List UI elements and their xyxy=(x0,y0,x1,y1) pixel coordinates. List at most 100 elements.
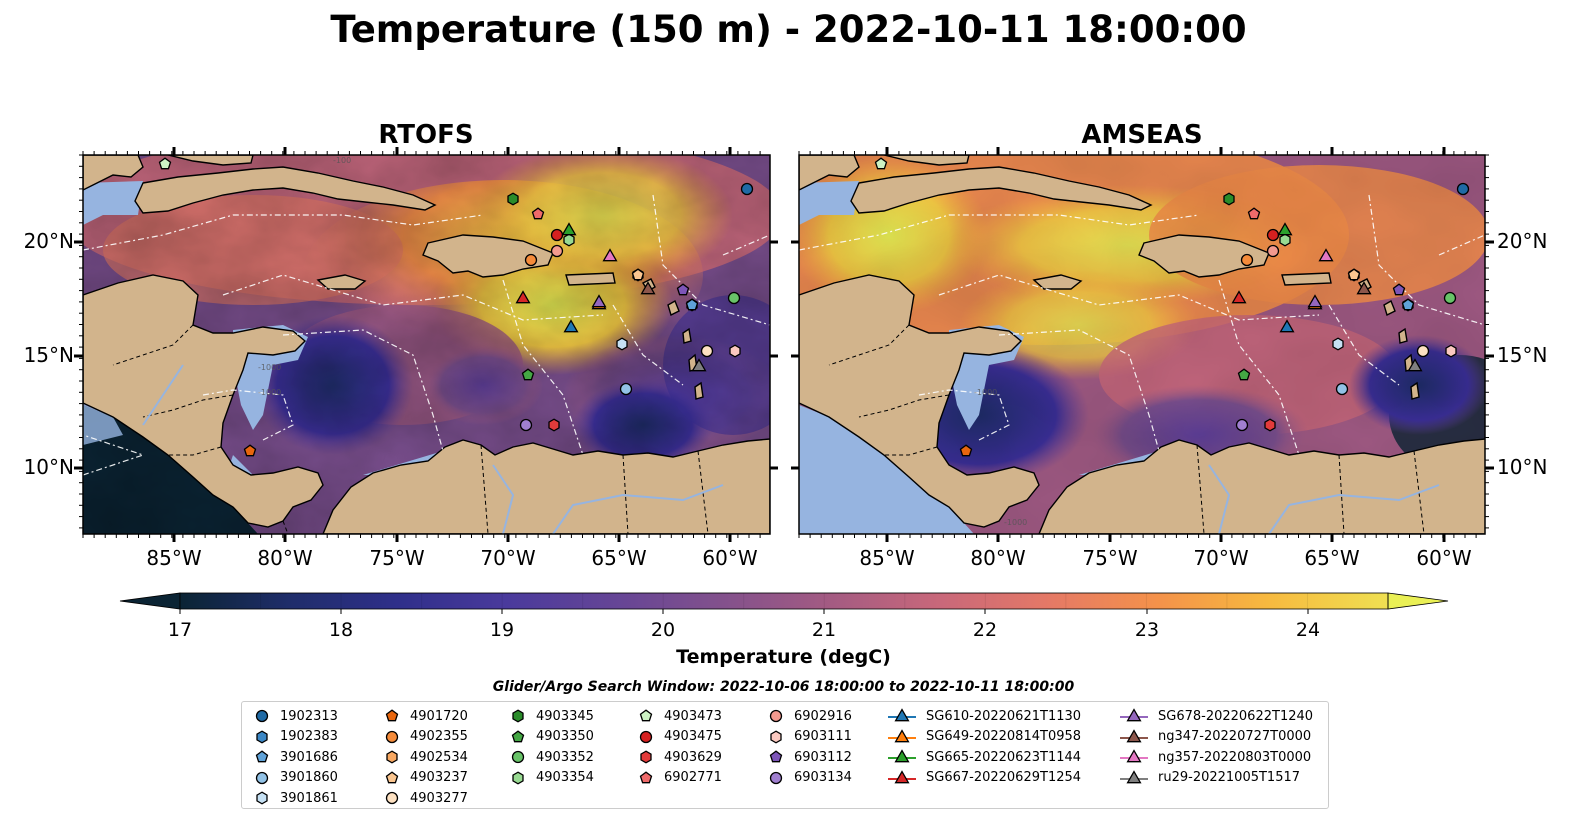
platform-marker xyxy=(524,253,538,267)
platform-marker xyxy=(531,207,545,220)
platform-marker xyxy=(591,294,607,308)
platform-marker xyxy=(727,291,741,305)
colorbar-tick-label: 19 xyxy=(489,619,515,641)
platform-marker xyxy=(1332,337,1344,351)
platform-marker xyxy=(619,382,633,396)
legend-label: 6903134 xyxy=(794,770,852,786)
legend-item: 4903473 xyxy=(638,706,722,727)
legend-label: 4902355 xyxy=(410,729,468,745)
legend-label: 1902383 xyxy=(280,729,338,745)
platform-marker xyxy=(1443,291,1457,305)
lon-tick-label: 85°W xyxy=(146,546,202,570)
legend-hexagon-icon xyxy=(512,709,524,723)
colorbar-extend-max xyxy=(1387,592,1449,610)
legend-item: 4903629 xyxy=(638,747,722,768)
legend-item: 4903475 xyxy=(638,727,722,748)
platform-marker xyxy=(1392,283,1406,296)
lat-tick-label: 15°N xyxy=(23,343,74,367)
legend-label: 4903475 xyxy=(664,729,722,745)
legend-label: 6902771 xyxy=(664,770,722,786)
legend-label: 4903354 xyxy=(536,770,594,786)
lat-tick-label: 20°N xyxy=(1497,229,1548,253)
legend-item: 1902313 xyxy=(254,706,338,727)
legend-label: ng347-20220727T0000 xyxy=(1158,729,1312,745)
legend-item: 4901720 xyxy=(384,706,468,727)
legend-label: 4903352 xyxy=(536,749,594,765)
legend-item: ng347-20220727T0000 xyxy=(1120,727,1313,748)
legend-column: 1902313 1902383 3901686 3901860 3901861 xyxy=(254,706,338,809)
platform-marker xyxy=(676,283,690,296)
colorbar-tick-label: 23 xyxy=(1134,619,1160,641)
legend-label: 4903350 xyxy=(536,729,594,745)
platform-marker xyxy=(1307,294,1323,308)
legend-hexagon-icon xyxy=(386,750,398,764)
legend-label: 6903111 xyxy=(794,729,852,745)
colorbar xyxy=(180,593,1388,609)
platform-marker xyxy=(548,418,560,432)
legend-item: 1902383 xyxy=(254,727,338,748)
legend-item: ng357-20220803T0000 xyxy=(1120,747,1313,768)
legend-label: 6903112 xyxy=(794,749,852,765)
legend-column: 4903473 4903475 4903629 6902771 xyxy=(638,706,722,788)
platform-marker xyxy=(1279,319,1295,333)
legend-label: 4903345 xyxy=(536,708,594,724)
svg-text:-1000: -1000 xyxy=(258,363,281,372)
platform-marker xyxy=(1445,344,1457,358)
legend-label: 4901720 xyxy=(410,708,468,724)
platform-marker xyxy=(1235,418,1249,432)
platform-marker xyxy=(550,244,564,258)
legend-item: SG667-20220629T1254 xyxy=(888,768,1081,789)
legend-label: SG667-20220629T1254 xyxy=(926,770,1082,786)
legend-pentagon-icon xyxy=(769,750,783,763)
lat-tick-label: 10°N xyxy=(1497,455,1548,479)
lon-tick-label: 70°W xyxy=(1193,546,1249,570)
platform-marker xyxy=(1456,182,1470,196)
legend-label: 4903237 xyxy=(410,770,468,786)
legend-hexagon-icon xyxy=(256,730,268,744)
legend-item: 6903134 xyxy=(768,768,852,789)
platform-marker xyxy=(1223,192,1235,206)
legend-line-triangle-icon xyxy=(1120,749,1148,763)
platform-marker xyxy=(616,337,628,351)
legend-item: 4903277 xyxy=(384,788,468,809)
figure-title: Temperature (150 m) - 2022-10-11 18:00:0… xyxy=(330,8,1247,51)
platform-marker xyxy=(1266,228,1280,242)
legend-item: SG665-20220623T1144 xyxy=(888,747,1081,768)
legend-label: 3901686 xyxy=(280,749,338,765)
legend-column: 4901720 4902355 4902534 4903237 4903277 xyxy=(384,706,468,809)
lat-tick-label: 10°N xyxy=(23,455,74,479)
legend-line-triangle-icon xyxy=(1120,729,1148,743)
platform-marker xyxy=(561,222,577,236)
platform-marker xyxy=(691,358,707,372)
legend-column: SG678-20220622T1240 ng347-20220727T0000 ng… xyxy=(1120,706,1313,788)
platform-marker xyxy=(1401,298,1415,311)
colorbar-tick-label: 17 xyxy=(167,619,193,641)
platform-marker xyxy=(1240,253,1254,267)
legend-circle-icon xyxy=(385,730,399,743)
legend-item: SG649-20220814T0958 xyxy=(888,727,1081,748)
lon-tick-label: 85°W xyxy=(859,546,915,570)
lon-tick-label: 60°W xyxy=(1416,546,1472,570)
legend-item: 3901860 xyxy=(254,768,338,789)
legend-pentagon-icon xyxy=(255,750,269,763)
legend-label: 3901861 xyxy=(280,790,338,806)
legend-line-triangle-icon xyxy=(888,749,916,763)
platform-marker xyxy=(1247,207,1261,220)
legend-circle-icon xyxy=(769,710,783,723)
lon-tick-label: 65°W xyxy=(1304,546,1360,570)
legend-label: ru29-20221005T1517 xyxy=(1158,770,1301,786)
platform-marker xyxy=(631,268,645,281)
platform-marker xyxy=(729,344,741,358)
platform-marker xyxy=(1407,358,1423,372)
legend-item: 3901686 xyxy=(254,747,338,768)
platform-marker xyxy=(740,182,754,196)
platform-marker xyxy=(1347,268,1361,281)
lon-tick-label: 60°W xyxy=(702,546,758,570)
svg-text:-1000: -1000 xyxy=(974,388,997,397)
legend-item: 4902534 xyxy=(384,747,468,768)
colorbar-tick-label: 20 xyxy=(650,619,676,641)
platform-marker xyxy=(521,368,535,381)
legend-item: SG610-20220621T1130 xyxy=(888,706,1081,727)
lat-tick-label: 20°N xyxy=(23,229,74,253)
